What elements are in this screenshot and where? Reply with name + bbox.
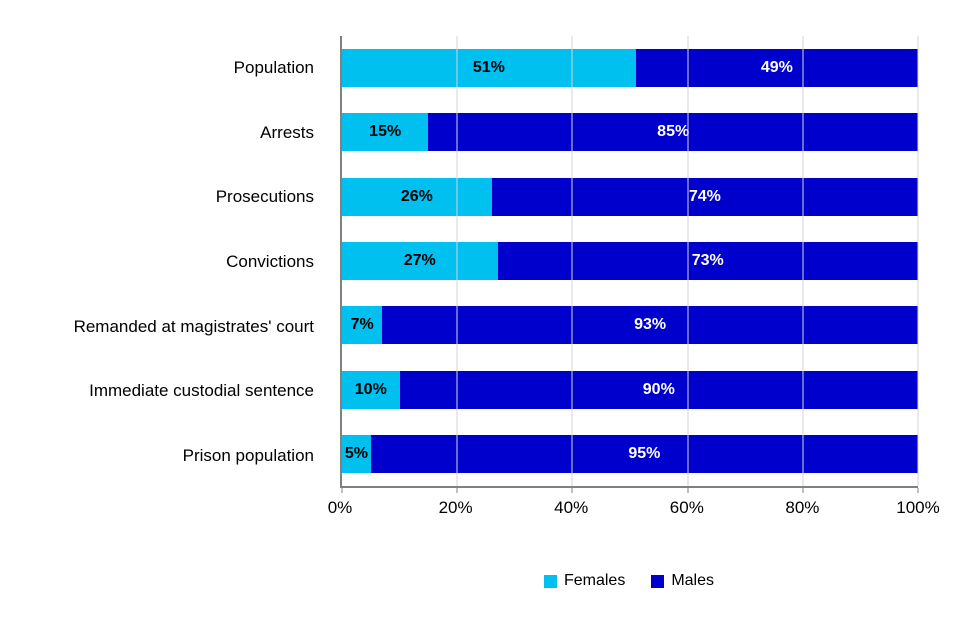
bar-segment-males: 90%: [399, 370, 918, 409]
bar-row: 7% 93%: [342, 293, 918, 357]
category-labels: Population Arrests Prosecutions Convictions…: [0, 36, 328, 488]
bar-value-label: 49%: [760, 59, 793, 77]
bar-track: 15% 85%: [342, 113, 918, 152]
bar-value-label: 85%: [657, 123, 690, 141]
gridline: [456, 36, 458, 486]
x-tick-label: 60%: [669, 498, 704, 517]
category-label: Remanded at magistrates' court: [73, 316, 314, 336]
legend: Females Males: [340, 572, 918, 590]
bar-value-label: 10%: [354, 380, 387, 398]
legend-item-males: Males: [651, 572, 714, 590]
category-label: Prosecutions: [215, 187, 314, 207]
axis-tick: [802, 488, 804, 493]
bar-value-label: 74%: [688, 187, 721, 205]
axis-tick: [917, 488, 919, 493]
bar-value-label: 15%: [369, 123, 402, 141]
bar-segment-males: 95%: [370, 434, 918, 473]
bar-segment-males: 85%: [428, 113, 918, 152]
legend-swatch-males: [651, 574, 665, 588]
bar-row: 27% 73%: [342, 229, 918, 293]
bar-segment-males: 74%: [491, 177, 918, 216]
legend-swatch-females: [543, 574, 557, 588]
bar-value-label: 90%: [642, 380, 675, 398]
gridline: [571, 36, 573, 486]
bar-value-label: 26%: [400, 187, 433, 205]
bar-track: 10% 90%: [342, 370, 918, 409]
bar-segment-females: 10%: [342, 370, 400, 409]
bar-value-label: 5%: [344, 444, 368, 462]
x-tick-label: 40%: [554, 498, 589, 517]
axis-tick: [571, 488, 573, 493]
bar-row: 10% 90%: [342, 357, 918, 421]
bar-segment-males: 93%: [382, 306, 918, 345]
bar-row: 26% 74%: [342, 165, 918, 229]
category-label: Population: [233, 58, 314, 78]
legend-label: Females: [563, 572, 626, 589]
bar-value-label: 73%: [691, 251, 724, 269]
bar-value-label: 51%: [472, 59, 505, 77]
axis-tick: [687, 488, 689, 493]
bar-value-label: 93%: [634, 316, 667, 334]
bar-row: 5% 95%: [342, 422, 918, 486]
bar-value-label: 7%: [350, 316, 374, 334]
bar-segment-females: 5%: [342, 434, 371, 473]
bar-segment-females: 51%: [342, 49, 636, 88]
bar-track: 5% 95%: [342, 434, 918, 473]
x-tick-label: 100%: [896, 498, 940, 517]
bar-row: 15% 85%: [342, 100, 918, 164]
bar-track: 27% 73%: [342, 241, 918, 280]
category-label: Convictions: [226, 252, 314, 272]
bar-value-label: 27%: [403, 251, 436, 269]
gridline: [917, 36, 919, 486]
bar-track: 51% 49%: [342, 49, 918, 88]
bar-track: 26% 74%: [342, 177, 918, 216]
legend-label: Males: [671, 572, 715, 589]
bar-segment-males: 49%: [635, 49, 918, 88]
bar-row: 51% 49%: [342, 36, 918, 100]
bar-segment-males: 73%: [497, 241, 918, 280]
bar-segment-females: 15%: [342, 113, 429, 152]
bar-segment-females: 27%: [342, 241, 498, 280]
bar-value-label: 95%: [628, 444, 661, 462]
x-tick-label: 20%: [438, 498, 473, 517]
category-label: Prison population: [182, 445, 314, 465]
category-label: Arrests: [260, 122, 314, 142]
category-label: Immediate custodial sentence: [89, 381, 314, 401]
x-tick-label: 80%: [785, 498, 820, 517]
bar-rows: 51% 49% 15% 85% 26% 74% 27% 73% 7% 93% 10% 90% 5% 95%: [342, 36, 918, 486]
axis-tick: [341, 488, 343, 493]
legend-item-females: Females: [543, 572, 626, 590]
x-axis-labels: 0% 20% 40% 60% 80% 100%: [328, 498, 940, 524]
bar-track: 7% 93%: [342, 306, 918, 345]
axis-tick: [456, 488, 458, 493]
plot-area: 51% 49% 15% 85% 26% 74% 27% 73% 7% 93% 10% 90% 5% 95%: [340, 36, 919, 493]
gridline: [687, 36, 689, 486]
gridline: [802, 36, 804, 486]
x-tick-label: 0%: [327, 498, 353, 517]
bar-segment-females: 7%: [342, 306, 383, 345]
bar-segment-females: 26%: [342, 177, 492, 216]
